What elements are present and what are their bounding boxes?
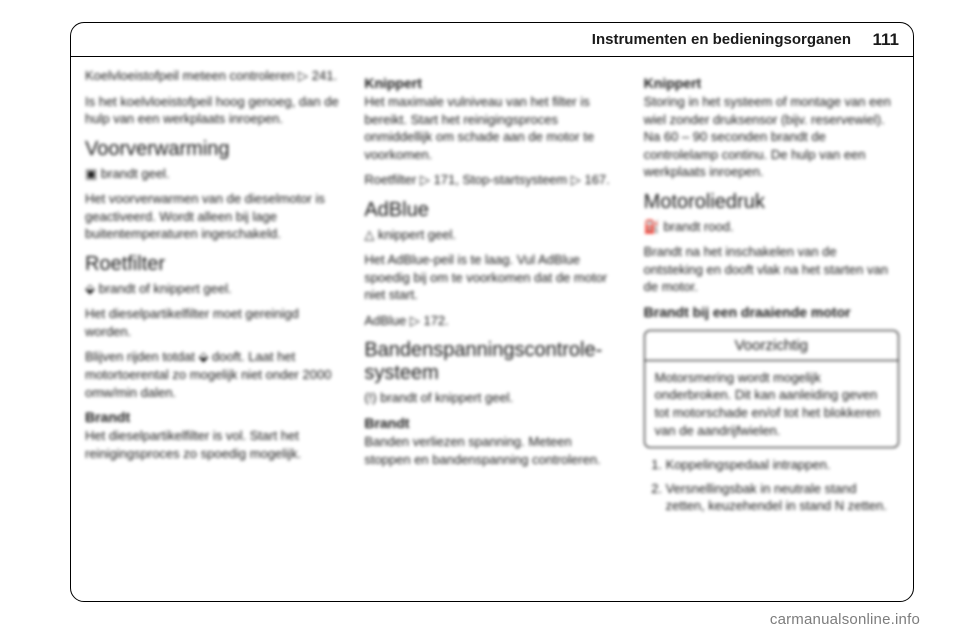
text-banden-1: (!) brandt of knippert geel. xyxy=(364,389,619,407)
text-motorolie-1: ⛽ brandt rood. xyxy=(644,218,899,236)
caution-body: Motorsmering wordt mogelijk onderbroken.… xyxy=(645,361,898,447)
subhead-brandt-2: Brandt xyxy=(364,415,619,431)
heading-bandenspanning: Bandenspanningscontrole-systeem xyxy=(364,339,619,385)
subhead-knippert-2: Knippert xyxy=(644,75,899,91)
text-roet-3: Blijven rijden totdat ⬙ dooft. Laat het … xyxy=(85,348,340,401)
step-1: Koppelingspedaal intrappen. xyxy=(666,456,899,474)
text-brandt-1: Het dieselpartikelfilter is vol. Start h… xyxy=(85,427,340,462)
column-2: Knippert Het maximale vulniveau van het … xyxy=(364,67,619,587)
heading-adblue: AdBlue xyxy=(364,199,619,222)
text-roet-1: ⬙ brandt of knippert geel. xyxy=(85,280,340,298)
text-knippert-1: Het maximale vulniveau van het filter is… xyxy=(364,93,619,163)
heading-roetfilter: Roetfilter xyxy=(85,253,340,276)
text-adblue-2: Het AdBlue-peil is te laag. Vul AdBlue s… xyxy=(364,251,619,304)
text-coolant-2: Is het koelvloeistofpeil hoog genoeg, da… xyxy=(85,93,340,128)
steps-list: Koppelingspedaal intrappen. Versnellings… xyxy=(644,456,899,515)
subhead-brandt-1: Brandt xyxy=(85,409,340,425)
text-adblue-3: AdBlue ▷ 172. xyxy=(364,312,619,330)
text-banden-2: Banden verliezen spanning. Meteen stoppe… xyxy=(364,433,619,468)
heading-voorverwarming: Voorverwarming xyxy=(85,138,340,161)
column-3: Knippert Storing in het systeem of monta… xyxy=(644,67,899,587)
heading-motoroliedruk: Motoroliedruk xyxy=(644,191,899,214)
text-knippert-3: Storing in het systeem of montage van ee… xyxy=(644,93,899,181)
text-roet-2: Het dieselpartikelfilter moet gereinigd … xyxy=(85,305,340,340)
text-voor-1: ▣ brandt geel. xyxy=(85,165,340,183)
page: Instrumenten en bedieningsorganen 111 Ko… xyxy=(0,0,960,642)
text-coolant-1: Koelvloeistofpeil meteen controleren ▷ 2… xyxy=(85,67,340,85)
text-adblue-1: △ knippert geel. xyxy=(364,226,619,244)
text-voor-2: Het voorverwarmen van de dieselmotor is … xyxy=(85,190,340,243)
text-knippert-2: Roetfilter ▷ 171, Stop-startsysteem ▷ 16… xyxy=(364,171,619,189)
page-header: Instrumenten en bedieningsorganen 111 xyxy=(71,23,913,57)
chapter-title: Instrumenten en bedieningsorganen xyxy=(71,31,851,48)
step-2: Versnellingsbak in neutrale stand zetten… xyxy=(666,480,899,515)
content-frame: Instrumenten en bedieningsorganen 111 Ko… xyxy=(70,22,914,602)
subhead-draaiende-motor: Brandt bij een draaiende motor xyxy=(644,304,899,320)
caution-title: Voorzichtig xyxy=(645,331,898,361)
text-motorolie-2: Brandt na het inschakelen van de ontstek… xyxy=(644,243,899,296)
subhead-knippert-1: Knippert xyxy=(364,75,619,91)
column-1: Koelvloeistofpeil meteen controleren ▷ 2… xyxy=(85,67,340,587)
columns: Koelvloeistofpeil meteen controleren ▷ 2… xyxy=(71,57,913,601)
caution-box: Voorzichtig Motorsmering wordt mogelijk … xyxy=(644,330,899,448)
page-number: 111 xyxy=(851,30,899,50)
watermark: carmanualsonline.info xyxy=(770,611,920,628)
